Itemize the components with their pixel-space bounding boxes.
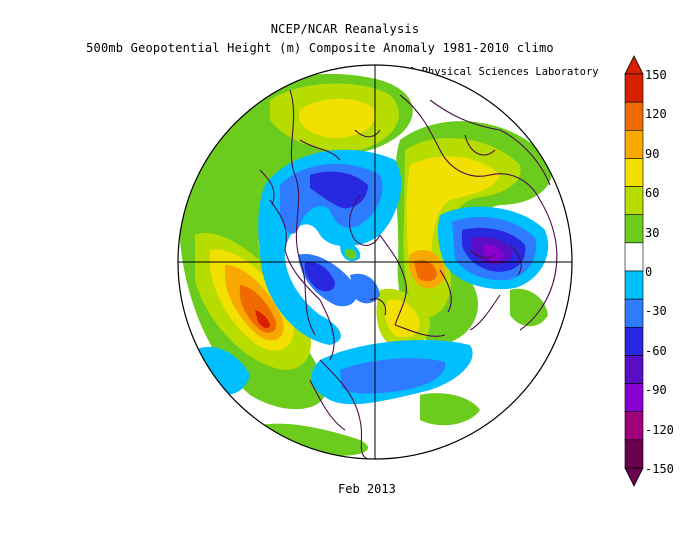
coastlines [259, 89, 558, 459]
colorbar-segment [624, 439, 644, 469]
colorbar-label: 30 [645, 225, 660, 240]
colorbar-segment [624, 270, 644, 300]
positive-region-atlantic [420, 393, 480, 426]
colorbar-label: -120 [645, 422, 674, 437]
colorbar-bottom-arrow [624, 467, 644, 487]
colorbar-segment [624, 355, 644, 384]
colorbar-segment [624, 383, 644, 413]
colorbar-segment [624, 73, 644, 103]
colorbar-segment [624, 411, 644, 441]
date-label: Feb 2013 [338, 482, 396, 496]
colorbar-segment [624, 242, 644, 272]
colorbar-label: 60 [645, 186, 660, 201]
colorbar-label: -30 [645, 304, 667, 319]
chart-title: NCEP/NCAR Reanalysis [270, 22, 420, 36]
colorbar [624, 55, 644, 487]
colorbar-segment [624, 186, 644, 216]
colorbar-segment [624, 326, 644, 356]
credit-label: NOAA Physical Sciences Laboratory [390, 66, 599, 78]
colorbar-label: -60 [645, 343, 667, 358]
colorbar-label: 150 [645, 68, 667, 82]
chart-subtitle: 500mb Geopotential Height (m) Composite … [86, 41, 554, 55]
colorbar-segment [624, 214, 644, 244]
colorbar-top-arrow [624, 55, 644, 75]
colorbar-label: 0 [645, 265, 653, 279]
globe-outline [177, 64, 573, 460]
colorbar-segment [624, 101, 644, 131]
colorbar-label: 90 [645, 146, 660, 161]
colorbar-label: -90 [645, 383, 667, 398]
colorbar-segment [624, 158, 644, 187]
colorbar-segment [624, 298, 644, 328]
colorbar-segment [624, 129, 644, 159]
colorbar-label: -150 [645, 462, 674, 476]
anomaly-field [178, 65, 572, 459]
colorbar-label: 120 [645, 107, 667, 122]
